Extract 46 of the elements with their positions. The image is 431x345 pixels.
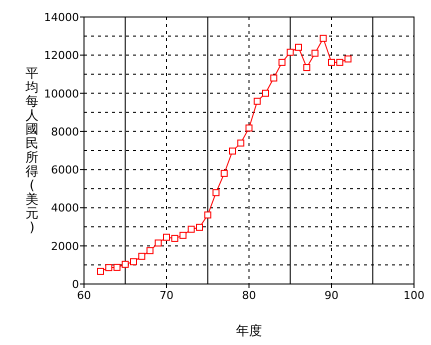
point — [196, 224, 203, 231]
point — [114, 264, 120, 271]
x-tick-label: 90 — [324, 289, 338, 302]
point — [320, 34, 327, 42]
point — [122, 260, 129, 268]
point — [262, 90, 269, 97]
x-tick-label: 80 — [242, 289, 256, 302]
y-tick-label: 4000 — [51, 202, 79, 215]
point — [180, 232, 186, 239]
y-tick-label: 2000 — [51, 240, 79, 253]
point — [130, 258, 137, 266]
point — [212, 189, 220, 196]
point — [286, 48, 294, 56]
point — [154, 239, 162, 246]
x-tick-label: 100 — [404, 289, 424, 302]
point — [204, 211, 212, 218]
point — [97, 268, 104, 275]
point — [328, 58, 335, 66]
y-tick-label: 10000 — [44, 87, 79, 100]
point — [188, 226, 195, 233]
y-tick-label: 6000 — [51, 164, 79, 177]
point — [312, 50, 318, 57]
y-tick-label: 14000 — [44, 11, 79, 24]
y-tick-label: 8000 — [51, 125, 79, 138]
y-tick-label: 12000 — [44, 49, 79, 62]
point — [295, 44, 302, 51]
point — [229, 148, 236, 155]
point — [254, 98, 261, 105]
point — [171, 234, 178, 242]
x-tick-label: 60 — [77, 289, 91, 302]
point — [278, 58, 286, 66]
point — [270, 74, 278, 82]
x-axis-title: 年度 — [236, 323, 262, 339]
y-tick-label: 0 — [72, 278, 79, 291]
point — [344, 55, 352, 62]
text: 平均每人國民所得(美元) — [26, 66, 38, 236]
point — [163, 234, 170, 241]
point — [105, 264, 112, 272]
point — [138, 252, 146, 260]
point — [146, 247, 154, 254]
point — [246, 124, 252, 132]
point — [237, 140, 244, 147]
point — [303, 64, 310, 72]
point — [220, 170, 228, 177]
x-tick-label: 70 — [160, 289, 174, 302]
point — [336, 58, 344, 66]
